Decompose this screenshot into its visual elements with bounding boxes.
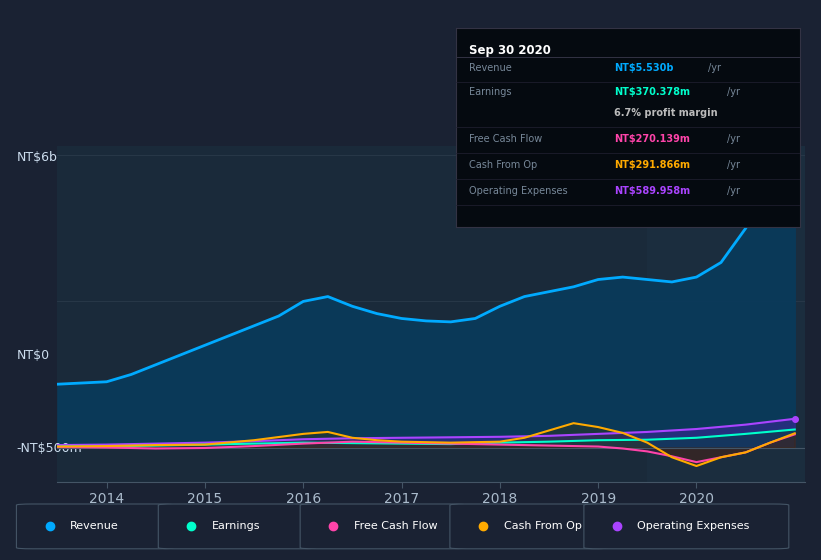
Text: Earnings: Earnings <box>212 521 260 531</box>
Text: Free Cash Flow: Free Cash Flow <box>470 134 543 144</box>
Text: Sep 30 2020: Sep 30 2020 <box>470 44 552 57</box>
Text: Revenue: Revenue <box>470 63 512 73</box>
FancyBboxPatch shape <box>158 504 316 549</box>
Text: Cash From Op: Cash From Op <box>503 521 581 531</box>
Bar <box>647 146 805 482</box>
Text: NT$270.139m: NT$270.139m <box>614 134 690 144</box>
Text: NT$5.530b: NT$5.530b <box>614 63 674 73</box>
Text: NT$0: NT$0 <box>16 349 49 362</box>
Text: Free Cash Flow: Free Cash Flow <box>354 521 438 531</box>
Text: NT$370.378m: NT$370.378m <box>614 87 690 97</box>
Text: Earnings: Earnings <box>470 87 512 97</box>
Text: 6.7% profit margin: 6.7% profit margin <box>614 109 718 119</box>
FancyBboxPatch shape <box>584 504 789 549</box>
Text: /yr: /yr <box>727 186 741 196</box>
Text: /yr: /yr <box>727 87 741 97</box>
FancyBboxPatch shape <box>300 504 466 549</box>
Text: -NT$500m: -NT$500m <box>16 442 82 455</box>
Text: NT$6b: NT$6b <box>16 151 57 164</box>
Text: /yr: /yr <box>708 63 721 73</box>
Text: NT$291.866m: NT$291.866m <box>614 160 690 170</box>
Text: Operating Expenses: Operating Expenses <box>637 521 750 531</box>
Text: /yr: /yr <box>727 134 741 144</box>
Text: Cash From Op: Cash From Op <box>470 160 538 170</box>
Text: /yr: /yr <box>727 160 741 170</box>
FancyBboxPatch shape <box>16 504 174 549</box>
FancyBboxPatch shape <box>450 504 608 549</box>
Text: Revenue: Revenue <box>70 521 119 531</box>
Text: NT$589.958m: NT$589.958m <box>614 186 690 196</box>
Text: Operating Expenses: Operating Expenses <box>470 186 568 196</box>
